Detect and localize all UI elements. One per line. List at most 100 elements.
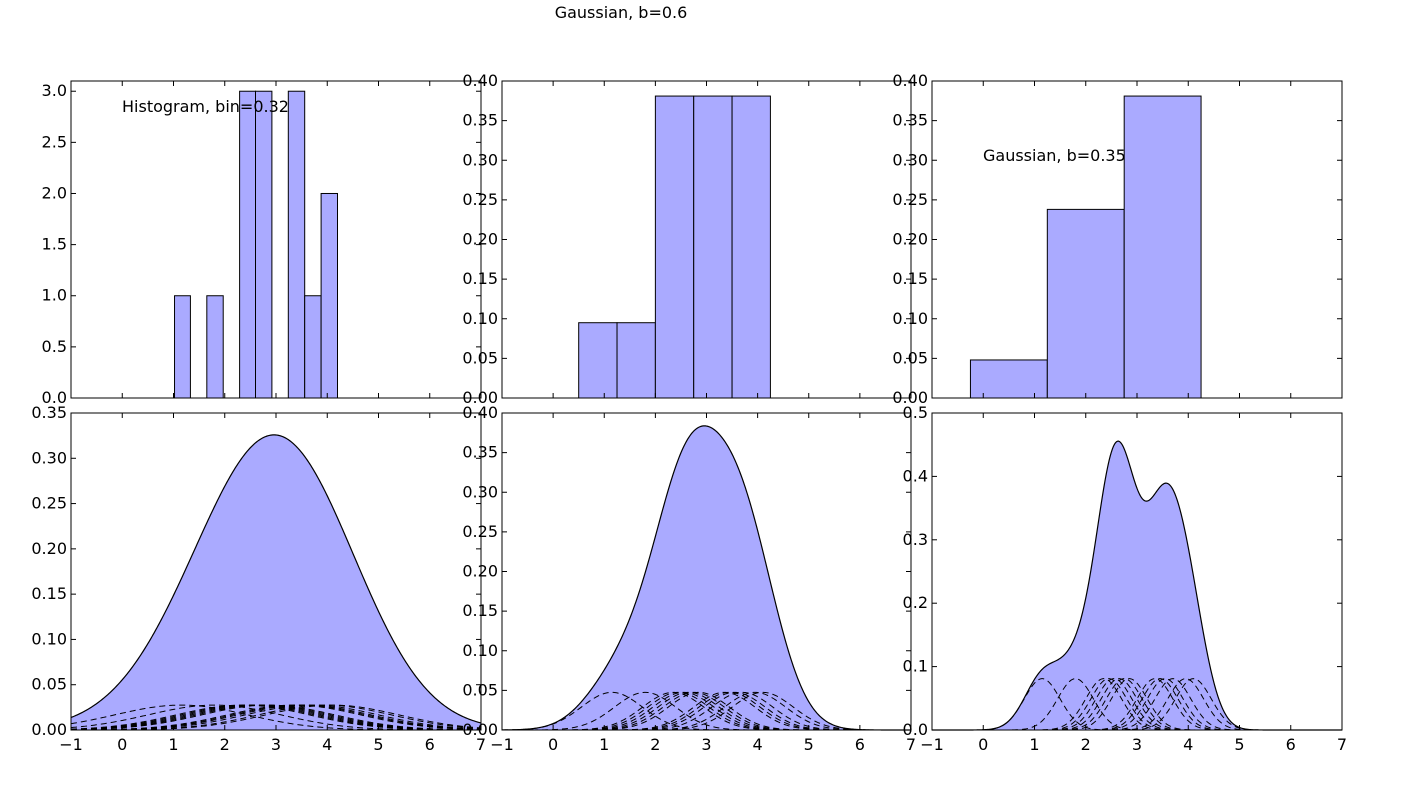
bar-0 xyxy=(578,322,618,399)
x-tick-label: 5 xyxy=(373,735,383,754)
bar-1 xyxy=(206,295,224,399)
x-tick-label: 7 xyxy=(906,735,916,754)
y-tick-label: 1.5 xyxy=(42,235,67,254)
bar-4 xyxy=(731,95,771,399)
density-fill xyxy=(71,434,481,730)
y-tick-label: 1.0 xyxy=(42,286,67,305)
x-tick-label: 3 xyxy=(701,735,711,754)
kernel-curve-1 xyxy=(502,691,911,731)
y-tick-label: 0.05 xyxy=(31,675,67,694)
bar-5 xyxy=(304,295,322,399)
x-tick-label: 1 xyxy=(168,735,178,754)
kernel-curve-6 xyxy=(932,678,1342,731)
x-tick-label: 4 xyxy=(753,735,763,754)
y-tick-label: 0.10 xyxy=(31,629,67,648)
x-tick-label: −1 xyxy=(490,735,514,754)
y-tick-label: 3.0 xyxy=(42,81,67,100)
x-tick-label: 0 xyxy=(117,735,127,754)
kernel-curve-8 xyxy=(70,704,482,731)
y-tick-label: 0.35 xyxy=(892,111,928,130)
y-tick-label: 2.5 xyxy=(42,132,67,151)
y-tick-label: 0.10 xyxy=(462,641,498,660)
y-tick-label: 0.5 xyxy=(42,337,67,356)
kernel-curve-10 xyxy=(502,691,911,731)
y-tick-label: 0.00 xyxy=(892,388,928,407)
y-tick-label: 0.4 xyxy=(903,466,928,485)
y-tick-label: 2.0 xyxy=(42,183,67,202)
panel-annotation: Gaussian, b=0.35 xyxy=(983,146,1126,165)
panel-bottom-middle: 0.00 0.05 0.10 0.15 0.20 0.25 0.30 0.35 0.40 −1 0 1… xyxy=(462,403,916,754)
x-tick-label: 2 xyxy=(220,735,230,754)
x-tick-label: 6 xyxy=(1286,735,1296,754)
y-tick-label: 0.35 xyxy=(462,111,498,130)
y-tick-label: 0.3 xyxy=(903,530,928,549)
x-tick-label: 2 xyxy=(1081,735,1091,754)
y-tick-label: 0.30 xyxy=(892,150,928,169)
kernel-curve-9 xyxy=(932,678,1342,731)
kernel-curve-7 xyxy=(932,678,1342,731)
y-tick-label: 0.30 xyxy=(462,482,498,501)
x-tick-label: 7 xyxy=(1337,735,1347,754)
density-line xyxy=(501,425,911,731)
kernel-curve-12 xyxy=(71,704,482,731)
y-tick-label: 0.15 xyxy=(462,269,498,288)
y-tick-label: 0.40 xyxy=(462,403,498,422)
x-tick-label: 2 xyxy=(650,735,660,754)
bar-6 xyxy=(320,192,339,399)
x-tick-label: 3 xyxy=(1132,735,1142,754)
y-tick-label: 0.35 xyxy=(462,443,498,462)
y-tick-label: 0.10 xyxy=(892,309,928,328)
bar-0 xyxy=(174,295,191,399)
y-tick-label: 0.1 xyxy=(903,657,928,676)
bar-3 xyxy=(255,90,273,399)
y-tick-label: 0.30 xyxy=(462,150,498,169)
kernel-curve-7 xyxy=(70,704,482,731)
panel-annotation: Histogram, bin=0.32 xyxy=(122,97,289,116)
kernel-curve-2 xyxy=(932,678,1342,731)
density-fill xyxy=(932,441,1342,730)
x-tick-label: 6 xyxy=(425,735,435,754)
bar-0 xyxy=(969,359,1048,399)
kernel-curve-10 xyxy=(70,704,482,731)
kernel-curve-11 xyxy=(71,704,482,731)
y-tick-label: 0.0 xyxy=(903,720,928,739)
y-tick-label: 0.15 xyxy=(892,269,928,288)
y-tick-label: 0.40 xyxy=(462,71,498,90)
kernel-curve-6 xyxy=(502,691,911,731)
y-tick-label: 0.2 xyxy=(903,593,928,612)
x-tick-label: 5 xyxy=(804,735,814,754)
panel-top-middle: 0.00 0.05 0.10 0.15 0.20 0.25 0.30 0.35 0.40 xyxy=(462,71,912,407)
bar-2 xyxy=(239,90,257,399)
y-tick-label: 0.25 xyxy=(31,494,67,513)
y-tick-label: 0.40 xyxy=(892,71,928,90)
y-tick-label: 0.5 xyxy=(903,403,928,422)
y-tick-label: 0.15 xyxy=(462,601,498,620)
kernel-curve-8 xyxy=(502,691,911,731)
y-tick-label: 0.30 xyxy=(31,448,67,467)
bar-2 xyxy=(1123,95,1202,399)
x-tick-label: −1 xyxy=(920,735,944,754)
y-tick-label: 0.15 xyxy=(31,584,67,603)
y-tick-label: 0.00 xyxy=(462,720,498,739)
panel-top-right: 0.00 0.05 0.10 0.15 0.20 0.25 0.30 0.35 0.40 Gaus… xyxy=(892,71,1343,407)
density-fill xyxy=(502,425,911,730)
x-tick-label: 6 xyxy=(855,735,865,754)
bar-4 xyxy=(287,90,306,399)
y-tick-label: 0.00 xyxy=(31,720,67,739)
y-tick-label: 0.25 xyxy=(892,190,928,209)
x-tick-label: 4 xyxy=(1183,735,1193,754)
x-tick-label: 5 xyxy=(1234,735,1244,754)
x-tick-label: 3 xyxy=(271,735,281,754)
y-tick-label: 0.25 xyxy=(462,190,498,209)
x-tick-label: 0 xyxy=(978,735,988,754)
y-tick-label: 0.05 xyxy=(462,680,498,699)
panel-top-left: 0.0 0.5 1.0 1.5 2.0 2.5 3.0 Histogram, bin=0.32 xyxy=(42,80,482,407)
bar-3 xyxy=(693,95,733,399)
y-tick-label: 0.0 xyxy=(42,388,67,407)
x-tick-label: 1 xyxy=(599,735,609,754)
y-tick-label: 0.05 xyxy=(892,348,928,367)
y-tick-label: 0.20 xyxy=(462,230,498,249)
y-tick-label: 0.20 xyxy=(892,230,928,249)
x-tick-label: 7 xyxy=(476,735,486,754)
